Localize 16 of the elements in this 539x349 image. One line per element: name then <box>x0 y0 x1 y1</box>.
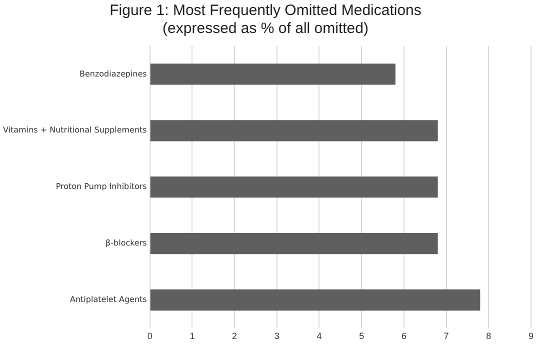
x-tick-label: 0 <box>147 331 152 342</box>
y-tick-label: Benzodiazepines <box>79 69 147 78</box>
x-tick-label: 3 <box>274 331 280 342</box>
x-tick-label: 1 <box>190 331 195 342</box>
x-tick-label: 7 <box>444 331 449 342</box>
chart-title: Figure 1: Most Frequently Omitted Medications (expressed as % of all omitted) <box>110 2 422 38</box>
x-tick-label: 2 <box>232 331 238 342</box>
x-tick-label: 6 <box>401 331 406 342</box>
x-tick-label: 5 <box>359 331 364 342</box>
y-tick-label: Antiplatelet Agents <box>70 295 147 304</box>
y-tick-label: β-blockers <box>106 238 147 248</box>
y-tick-label: Proton Pump Inhibitors <box>56 182 147 192</box>
y-tick-label: Vitamins + Nutritional Supplements <box>2 126 147 135</box>
x-tick-label: 4 <box>316 331 322 342</box>
x-tick-label: 8 <box>486 331 492 342</box>
x-tick-label: 9 <box>528 331 534 342</box>
